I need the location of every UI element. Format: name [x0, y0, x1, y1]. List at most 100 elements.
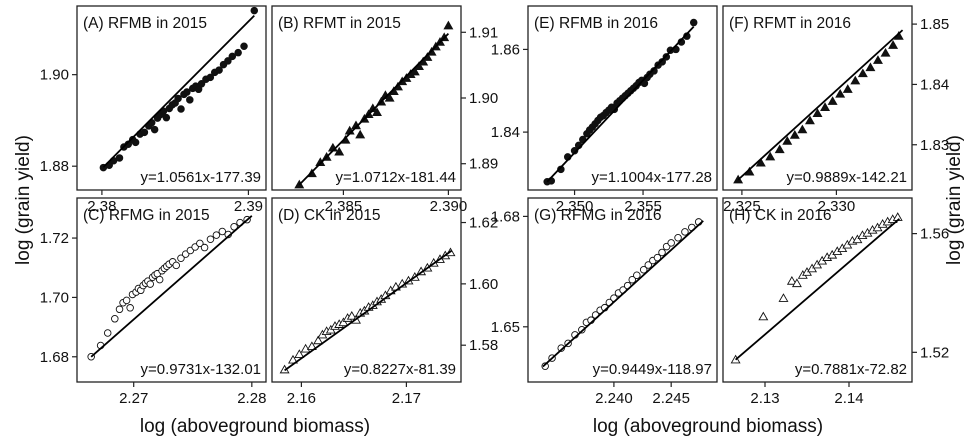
data-point: [215, 66, 223, 74]
data-point: [384, 92, 395, 102]
panel-frame: [76, 5, 267, 191]
panel-frame: [722, 5, 913, 191]
data-point: [162, 113, 171, 122]
x-tick-label: 2.38: [87, 198, 116, 215]
data-point: [782, 136, 793, 145]
x-axis-title-left: log (aboveground biomass): [140, 416, 370, 437]
data-point: [880, 47, 891, 57]
data-point: [288, 354, 298, 364]
panel-title: (H) CK in 2016: [729, 207, 832, 224]
data-point: [177, 105, 185, 113]
regression-equation: y=0.9889x-142.21: [786, 169, 907, 186]
data-point: [778, 293, 789, 302]
y-tick-label: 1.68: [40, 349, 69, 366]
data-point: [338, 317, 349, 327]
data-point: [789, 129, 800, 139]
data-point: [827, 96, 838, 105]
data-point: [300, 343, 311, 353]
data-point: [689, 18, 698, 27]
data-point: [791, 278, 802, 288]
x-axis-title-right: log (aboveground biomass): [593, 416, 823, 437]
data-point: [111, 315, 119, 323]
data-point: [639, 266, 648, 274]
y-tick-label: 1.70: [40, 289, 69, 306]
reference-line-1to1: [0, 0, 723, 6]
y-tick-label: 1.60: [469, 276, 498, 293]
regression-equation: y=1.0561x-177.39: [140, 169, 261, 186]
x-tick-label: 2.385: [325, 198, 363, 215]
panel-g-rfmg-in-2016: 2.240 2.245 1.65 1.68 (G) RFMG in 2016 y=0.94…: [491, 197, 718, 407]
panel-title: (A) RFMB in 2015: [83, 15, 207, 32]
y-tick-label: 1.83: [920, 137, 949, 154]
panel-title: (D) CK in 2015: [278, 207, 381, 224]
plot-area: [99, 6, 259, 172]
data-point: [765, 151, 776, 161]
regression-line: [90, 215, 253, 358]
y-axis-title-left: log (grain yield): [13, 135, 34, 265]
y-tick-label: 1.52: [920, 344, 949, 361]
y-tick-label: 1.65: [491, 319, 520, 336]
y-tick-label: 1.72: [40, 230, 69, 247]
data-point: [234, 48, 242, 57]
x-tick-label: 2.240: [595, 390, 633, 407]
panel-frame: [271, 5, 462, 191]
data-point: [115, 305, 124, 314]
y-tick-label: 1.88: [40, 158, 69, 175]
plot-area: [730, 212, 903, 364]
plot-area: [0, 0, 904, 184]
data-point: [146, 280, 154, 288]
data-point: [578, 325, 586, 334]
y-tick-label: 1.84: [920, 76, 949, 93]
regression-equation: y=0.9449x-118.97: [593, 361, 712, 378]
panel-f-rfmt-in-2016: 2.325 2.330 1.83 1.84 1.85 (F) RFMT in 2016 y=…: [0, 0, 949, 215]
regression-line: [298, 32, 450, 186]
data-point: [674, 233, 682, 242]
x-tick-label: 2.390: [430, 198, 468, 215]
data-point: [842, 84, 853, 93]
data-point: [758, 311, 769, 321]
y-tick-label: 1.84: [491, 124, 520, 141]
plot-area: [0, 0, 698, 186]
panels-group: 2.38 2.39 1.88 1.90 (A) RFMB in 2015 y=1.0561…: [0, 0, 949, 407]
data-point: [122, 296, 131, 305]
plot-area: [87, 215, 253, 361]
data-point: [541, 362, 549, 370]
panel-frame: [527, 5, 718, 191]
x-tick-label: 2.14: [834, 390, 863, 407]
data-point: [126, 304, 134, 312]
data-point: [206, 235, 215, 244]
data-point: [774, 144, 785, 154]
x-tick-label: 2.17: [392, 390, 421, 407]
data-point: [140, 128, 149, 137]
data-point: [755, 157, 766, 167]
x-tick-label: 2.355: [624, 198, 662, 215]
x-tick-label: 2.350: [556, 198, 594, 215]
regression-line: [737, 29, 904, 181]
data-point: [294, 349, 305, 358]
data-point: [852, 234, 863, 244]
panel-title: (C) RFMG in 2015: [83, 207, 210, 224]
data-point: [183, 88, 191, 96]
data-point: [865, 62, 876, 72]
panel-b-rfmt-in-2015: 2.385 2.390 1.89 1.90 1.91 (B) RFMT in 2015 y=…: [271, 5, 498, 215]
panel-title: (B) RFMT in 2015: [278, 15, 401, 32]
panel-e-rfmb-in-2016: 2.350 2.355 1.84 1.86 (E) RFMB in 2016 y=1.10…: [0, 0, 718, 215]
data-point: [653, 253, 662, 262]
data-point: [103, 329, 112, 337]
data-point: [346, 310, 357, 320]
reference-line-1to1: [0, 0, 528, 6]
data-point: [240, 42, 248, 51]
regression-equation: y=0.7881x-72.82: [795, 361, 907, 378]
data-point: [115, 154, 124, 162]
data-point: [786, 275, 797, 285]
data-point: [797, 124, 808, 134]
data-point: [443, 20, 454, 30]
data-point: [196, 239, 204, 248]
data-point: [174, 94, 182, 103]
panel-title: (F) RFMT in 2016: [729, 15, 851, 32]
panel-frame: [722, 197, 913, 383]
regression-equation: y=1.0712x-181.44: [335, 169, 456, 186]
y-tick-label: 1.56: [920, 226, 949, 243]
data-point: [409, 66, 420, 76]
x-tick-label: 2.13: [750, 390, 779, 407]
